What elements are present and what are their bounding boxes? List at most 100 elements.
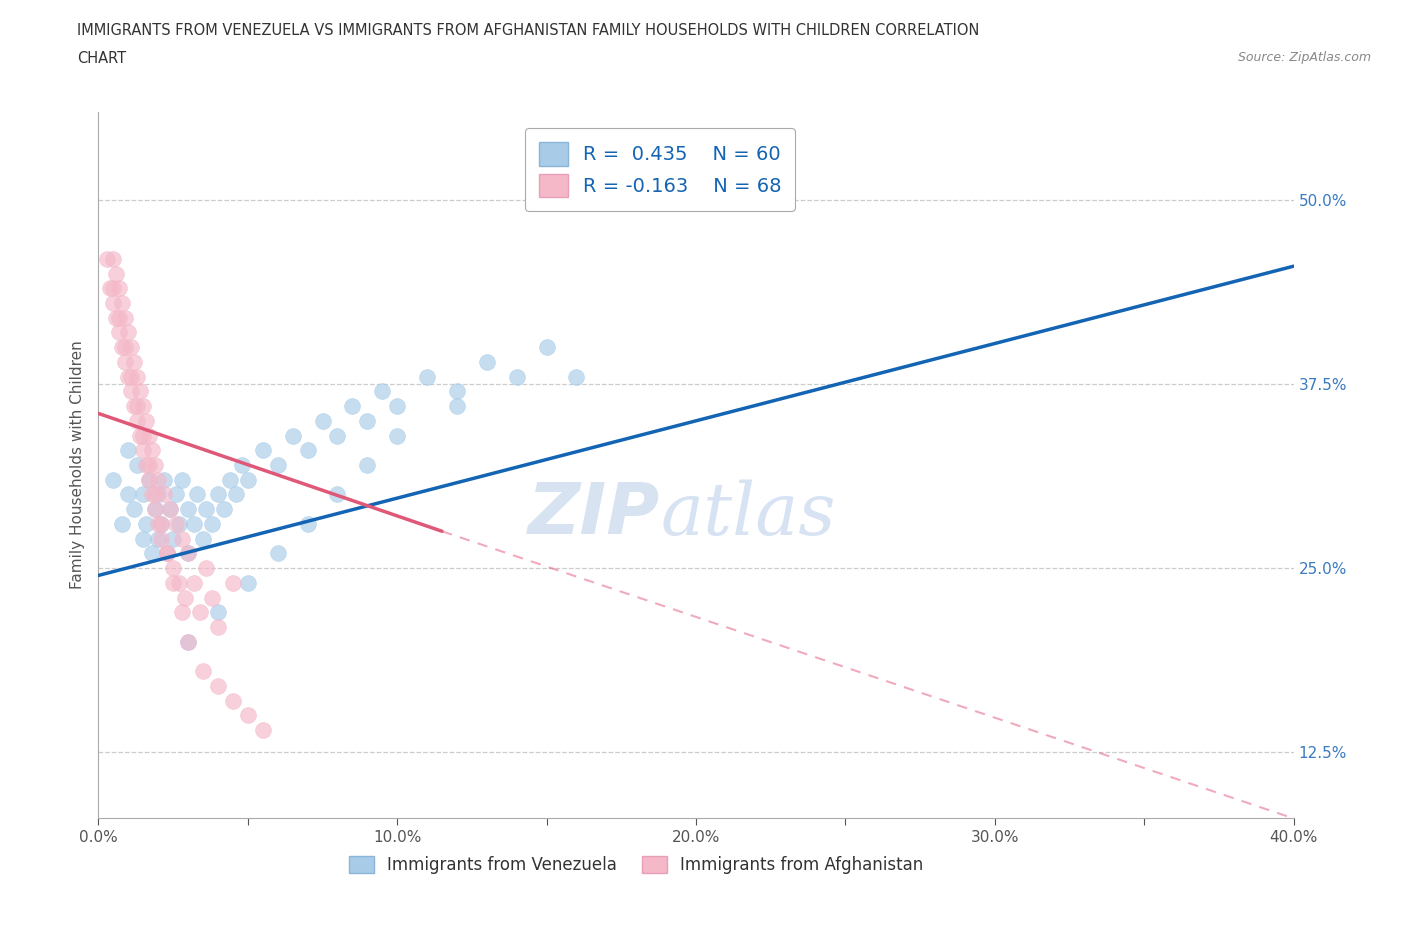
Point [135,516,157,531]
Point [156,546,179,561]
Point [103,296,125,311]
Point [222,693,245,708]
Point [167,516,190,531]
Point [231,458,253,472]
Point [356,458,378,472]
Point [159,502,181,517]
Point [138,472,160,487]
Point [120,339,142,354]
Text: CHART: CHART [77,51,127,66]
Point [105,266,128,281]
Point [143,502,166,517]
Point [195,561,218,576]
Point [281,428,304,443]
Point [120,369,142,384]
Point [156,546,179,561]
Point [103,472,125,487]
Point [225,487,247,502]
Point [127,399,149,414]
Point [162,561,184,576]
Point [446,384,468,399]
Point [143,502,166,517]
Point [148,516,170,531]
Point [141,487,163,502]
Text: IMMIGRANTS FROM VENEZUELA VS IMMIGRANTS FROM AFGHANISTAN FAMILY HOUSEHOLDS WITH : IMMIGRANTS FROM VENEZUELA VS IMMIGRANTS … [77,23,980,38]
Point [311,414,333,429]
Point [475,354,498,369]
Point [148,487,170,502]
Point [385,428,409,443]
Point [172,531,194,546]
Point [156,546,179,561]
Point [252,723,274,737]
Point [150,516,173,531]
Point [172,472,194,487]
Point [148,472,170,487]
Point [127,414,149,429]
Point [108,311,131,325]
Point [236,472,259,487]
Point [267,546,290,561]
Point [103,281,125,296]
Point [138,428,160,443]
Y-axis label: Family Households with Children: Family Households with Children [69,340,84,590]
Point [172,604,194,619]
Point [132,399,155,414]
Point [326,428,349,443]
Point [124,502,146,517]
Point [111,516,134,531]
Point [114,311,136,325]
Point [124,399,146,414]
Point [108,281,131,296]
Point [191,664,214,679]
Point [120,384,142,399]
Point [148,531,170,546]
Point [183,516,205,531]
Point [132,443,155,458]
Point [252,443,274,458]
Point [105,311,128,325]
Point [183,576,205,591]
Point [108,326,131,340]
Point [201,516,224,531]
Point [138,458,160,472]
Point [132,428,155,443]
Point [167,576,190,591]
Point [506,369,529,384]
Point [132,531,155,546]
Point [207,679,229,694]
Point [536,339,558,354]
Point [129,428,152,443]
Point [96,251,118,266]
Point [177,502,200,517]
Point [141,443,163,458]
Point [114,354,136,369]
Point [111,339,134,354]
Point [162,531,184,546]
Point [143,458,166,472]
Point [207,604,229,619]
Point [98,281,122,296]
Point [127,458,149,472]
Text: Source: ZipAtlas.com: Source: ZipAtlas.com [1237,51,1371,64]
Point [356,414,378,429]
Point [177,634,200,649]
Point [141,546,163,561]
Point [124,354,146,369]
Point [416,369,439,384]
Point [165,487,187,502]
Point [177,546,200,561]
Point [177,634,200,649]
Point [117,487,139,502]
Point [132,487,155,502]
Point [150,531,173,546]
Point [326,487,349,502]
Text: atlas: atlas [661,479,835,550]
Point [219,472,242,487]
Point [236,576,259,591]
Point [165,516,187,531]
Point [191,531,214,546]
Point [129,384,152,399]
Point [236,708,259,723]
Legend: Immigrants from Venezuela, Immigrants from Afghanistan: Immigrants from Venezuela, Immigrants fr… [342,849,931,881]
